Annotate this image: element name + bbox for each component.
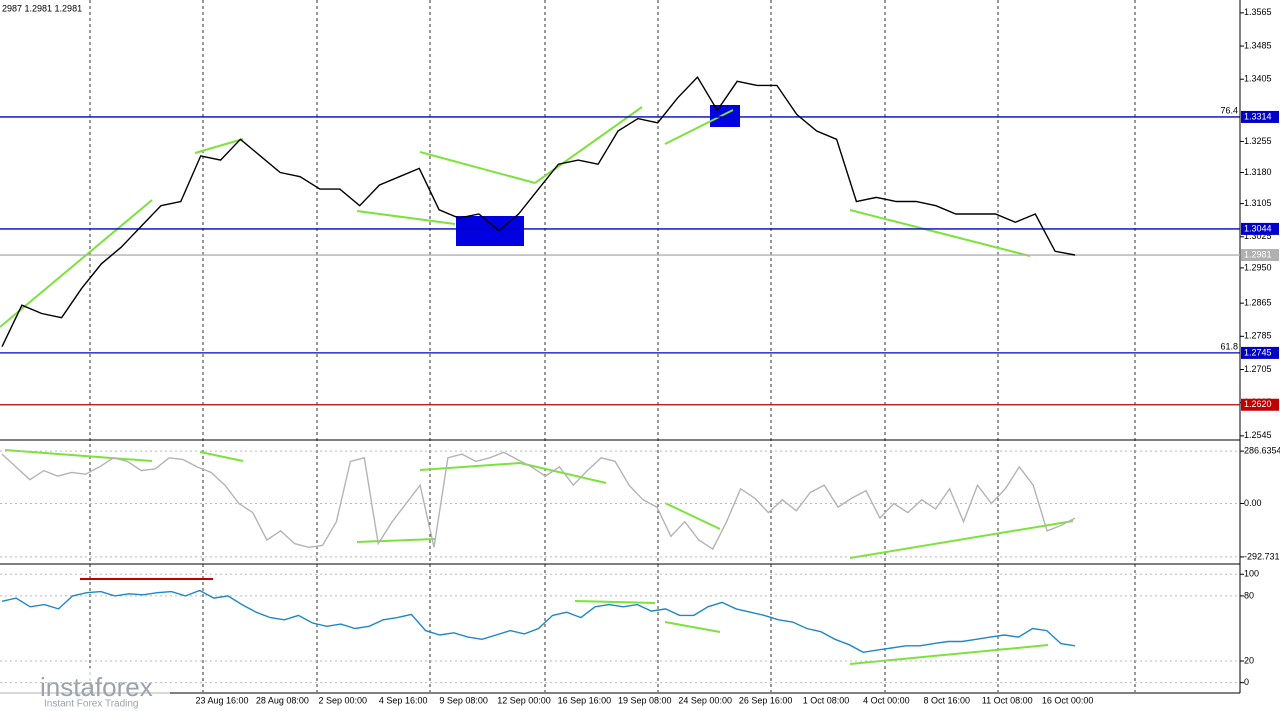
y-tick-label: 1.3405 — [1244, 74, 1272, 84]
y-tick-label: 80 — [1244, 590, 1254, 600]
level-label: 1.3314 — [1244, 111, 1272, 121]
y-tick-label: 1.2865 — [1244, 298, 1272, 308]
x-tick-label: 11 Oct 08:00 — [982, 695, 1033, 705]
x-tick-label: 2 Sep 00:00 — [319, 695, 368, 705]
info: 2987 1.2981 1.2981 — [2, 3, 82, 13]
x-tick-label: 24 Sep 00:00 — [678, 695, 732, 705]
y-tick-label: 1.3255 — [1244, 136, 1272, 146]
y-tick-label: -292.731 — [1244, 551, 1280, 561]
level-box — [1241, 346, 1279, 359]
y-tick-label: 1.3025 — [1244, 231, 1272, 241]
y-tick-label: 100 — [1244, 569, 1259, 579]
level-box — [1241, 110, 1279, 123]
x-tick-label: 12 Sep 00:00 — [497, 695, 551, 705]
x-tick-label: 1 Oct 08:00 — [803, 695, 850, 705]
x-tick-label: 16 Sep 16:00 — [558, 695, 612, 705]
x-tick-label: 28 Aug 08:00 — [256, 695, 309, 705]
x-tick-label: 4 Sep 16:00 — [379, 695, 428, 705]
series-line — [1, 589, 1076, 654]
x-tick-label: 8 Oct 16:00 — [924, 695, 971, 705]
level-box — [1241, 222, 1279, 235]
level-label: 1.3044 — [1244, 223, 1272, 233]
x-tick-label: 9 Sep 08:00 — [439, 695, 488, 705]
layout — [0, 0, 1241, 694]
x-tick-label: 16 Oct 00:00 — [1042, 695, 1094, 705]
y-tick-label: 1.2785 — [1244, 331, 1272, 341]
tagline: Instant Forex Trading — [44, 699, 139, 710]
level-box — [1241, 398, 1279, 411]
x-tick-label: 4 Oct 00:00 — [863, 695, 910, 705]
level-label: 1.2981 — [1244, 249, 1272, 259]
y-tick-label: 286.6354 — [1244, 445, 1280, 455]
y-tick-label: 1.2950 — [1244, 262, 1272, 272]
y-tick-label: 0.00 — [1244, 498, 1262, 508]
y-tick-label: 1.3485 — [1244, 40, 1272, 50]
y-tick-label: 1.2545 — [1244, 430, 1272, 440]
level-note: 76.4 — [1220, 105, 1238, 115]
series-line — [1, 451, 1076, 551]
y-tick-label: 1.3565 — [1244, 7, 1272, 17]
x-tick-label: 26 Sep 16:00 — [739, 695, 793, 705]
y-tick-label: 1.3105 — [1244, 198, 1272, 208]
y-tick-label: 20 — [1244, 655, 1254, 665]
level-label: 1.2745 — [1244, 347, 1272, 357]
brand: instaforex — [40, 672, 153, 702]
series-line — [1, 75, 1076, 348]
x-tick-label: 23 Aug 16:00 — [195, 695, 248, 705]
y-tick-label: 1.3180 — [1244, 167, 1272, 177]
level-box — [1241, 249, 1279, 262]
y-tick-label: 0 — [1244, 677, 1249, 687]
y-tick-label: 1.2705 — [1244, 364, 1272, 374]
level-label: 1.2620 — [1244, 399, 1272, 409]
level-note: 61.8 — [1220, 341, 1238, 351]
x-tick-label: 19 Sep 08:00 — [618, 695, 672, 705]
